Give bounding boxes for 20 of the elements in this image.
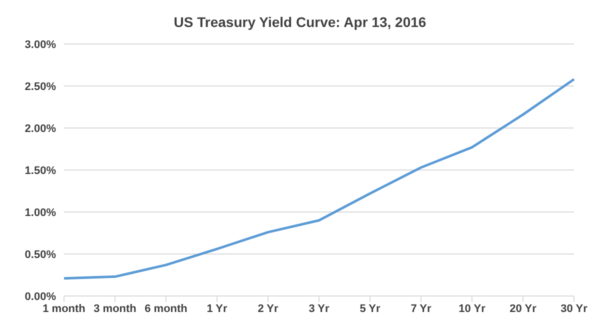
x-tick-label: 1 Yr bbox=[206, 302, 228, 315]
x-tick-label: 30 Yr bbox=[560, 302, 588, 315]
y-tick-label: 3.00% bbox=[24, 38, 56, 51]
y-tick-label: 1.00% bbox=[24, 206, 56, 219]
x-tick-label: 5 Yr bbox=[360, 302, 382, 315]
x-tick-label: 10 Yr bbox=[458, 302, 486, 315]
y-tick-label: 2.50% bbox=[24, 80, 56, 93]
x-tick-label: 3 Yr bbox=[308, 302, 330, 315]
x-tick-label: 7 Yr bbox=[410, 302, 432, 315]
y-tick-label: 1.50% bbox=[24, 164, 56, 177]
x-tick-label: 6 month bbox=[144, 302, 188, 315]
y-tick-label: 0.00% bbox=[24, 290, 56, 303]
y-tick-label: 0.50% bbox=[24, 248, 56, 261]
x-tick-label: 2 Yr bbox=[258, 302, 280, 315]
line-series bbox=[62, 78, 576, 280]
x-tick-label: 20 Yr bbox=[510, 302, 538, 315]
chart-title: US Treasury Yield Curve: Apr 13, 2016 bbox=[172, 13, 428, 32]
x-tick-label: 1 month bbox=[42, 302, 86, 315]
x-tick-label: 3 month bbox=[94, 302, 137, 315]
y-tick-label: 2.00% bbox=[24, 122, 56, 135]
